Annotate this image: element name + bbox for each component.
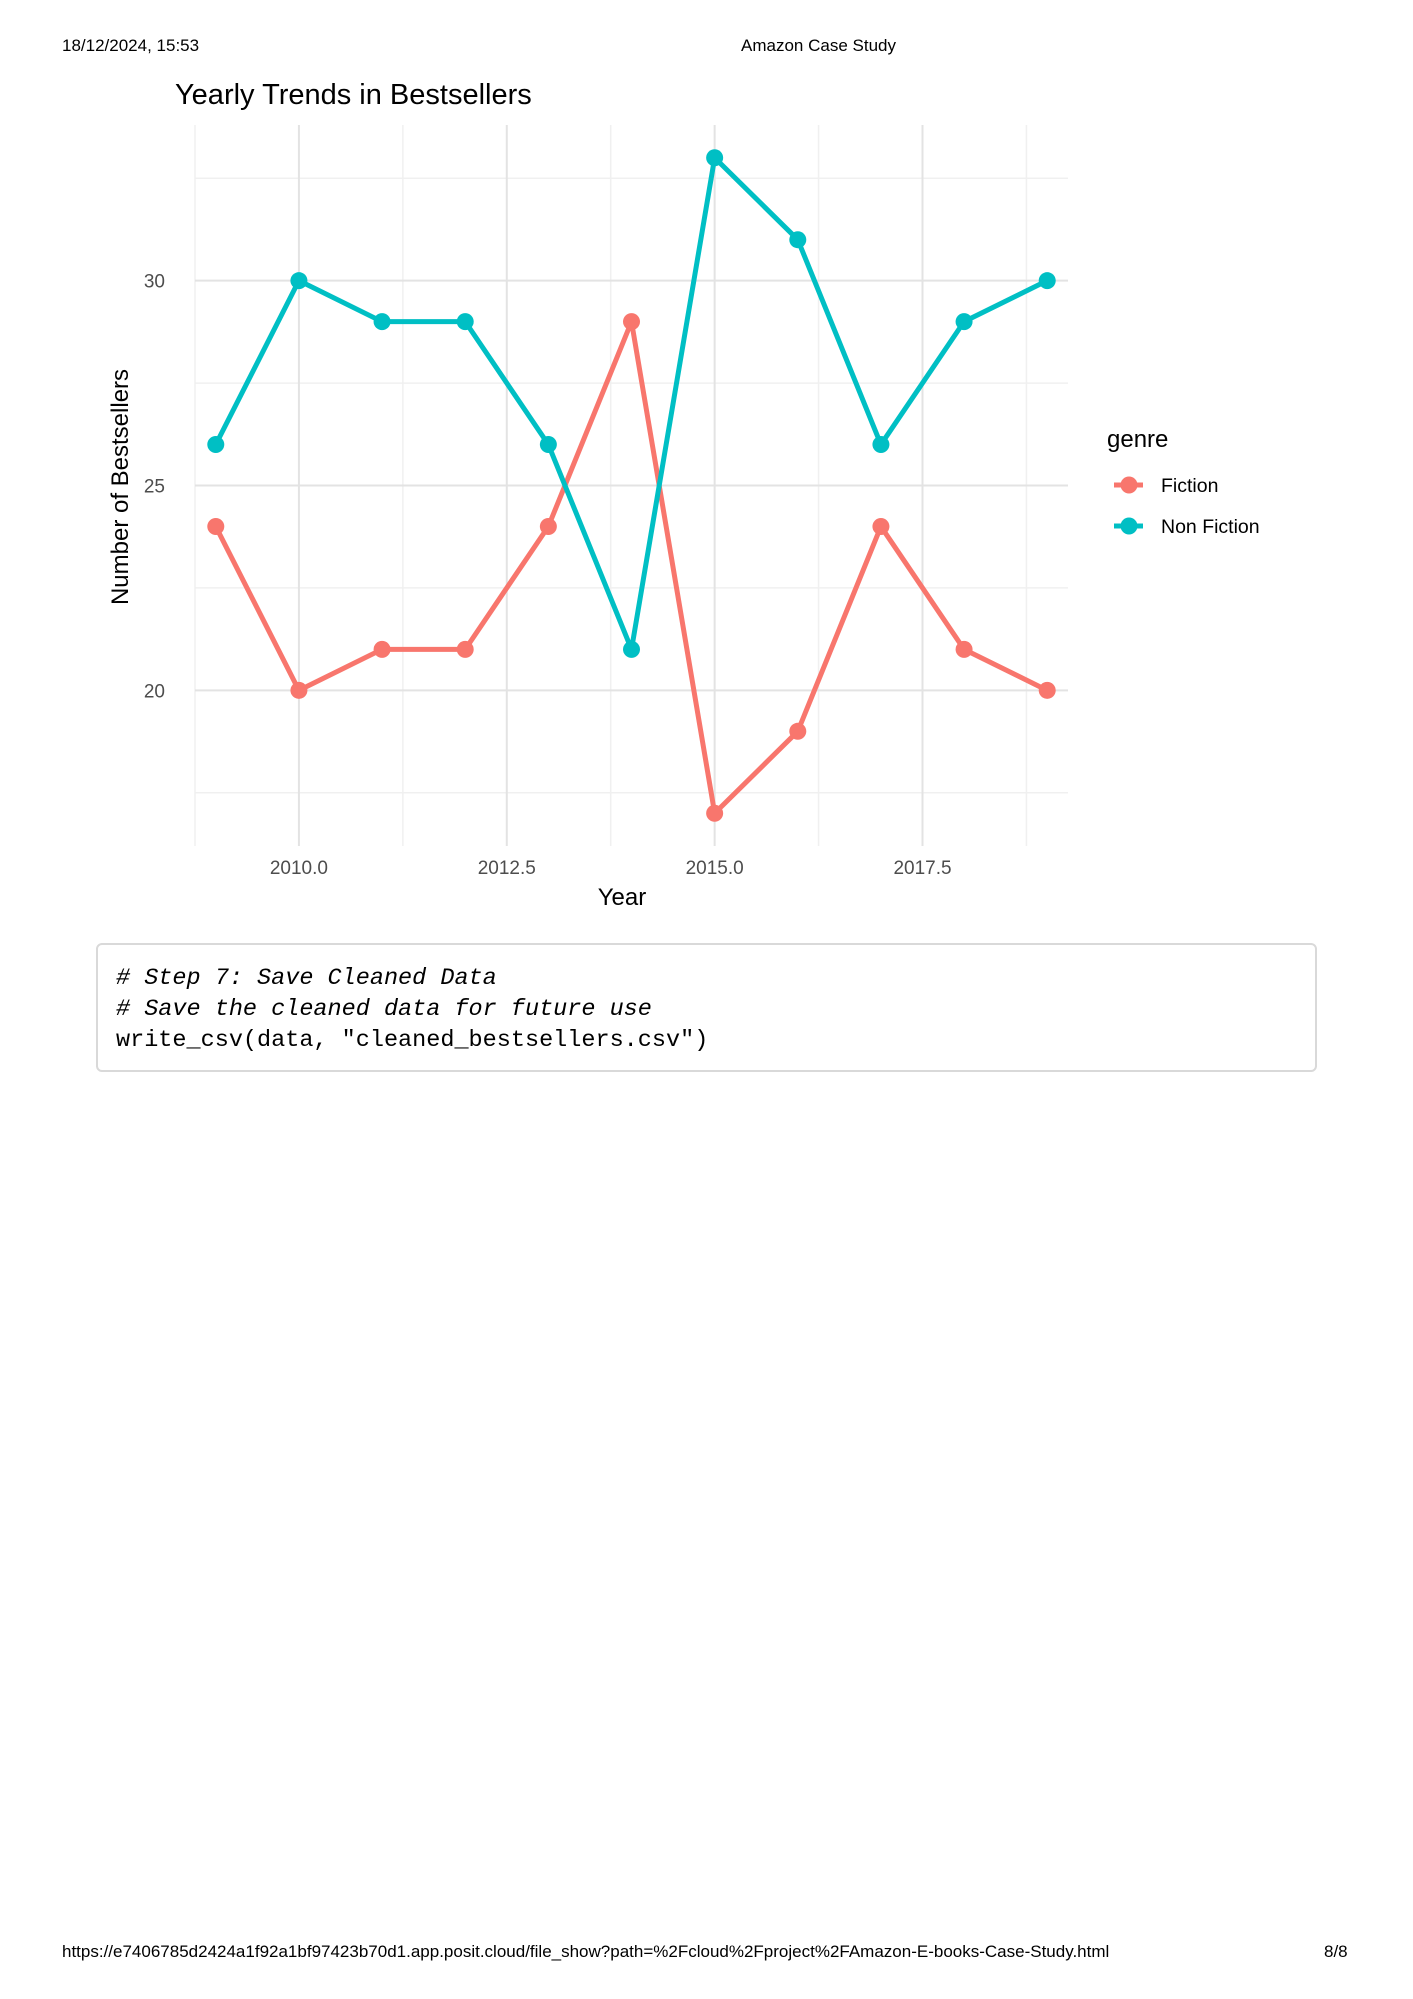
fiction-point	[955, 640, 973, 658]
y-axis-label: Number of Bestsellers	[107, 369, 134, 605]
fiction-point	[706, 804, 724, 822]
non-fiction-point	[789, 231, 807, 249]
non-fiction-point	[872, 436, 890, 454]
legend-label-non-fiction: Non Fiction	[1161, 516, 1260, 538]
x-tick-label: 2012.5	[478, 858, 536, 879]
bestsellers-line-chart: Yearly Trends in Bestsellers 2010.0 2012.…	[107, 79, 1260, 911]
series-points	[207, 149, 1056, 822]
legend-key-point-fiction	[1120, 476, 1138, 494]
code-statement-line: write_csv(data, "cleaned_bestsellers.csv…	[116, 1027, 709, 1054]
non-fiction-point	[623, 640, 640, 658]
legend-key-point-non-fiction	[1120, 517, 1138, 535]
fiction-point	[789, 722, 807, 740]
non-fiction-point	[207, 436, 225, 454]
fiction-point	[290, 681, 308, 699]
legend-label-fiction: Fiction	[1161, 475, 1218, 497]
code-block: # Step 7: Save Cleaned Data # Save the c…	[96, 943, 1317, 1072]
x-axis-ticks: 2010.0 2012.5 2015.0 2017.5	[270, 858, 952, 879]
non-fiction-point	[290, 272, 308, 290]
legend: genre Fiction Non Fiction	[1107, 426, 1260, 538]
y-axis-ticks: 20 25 30	[144, 272, 165, 703]
fiction-point	[872, 517, 890, 535]
non-fiction-point	[373, 313, 391, 331]
non-fiction-point	[539, 436, 557, 454]
page-url: https://e7406785d2424a1f92a1bf97423b70d1…	[62, 1942, 1110, 1961]
code-comment-line: # Step 7: Save Cleaned Data	[116, 965, 497, 992]
y-tick-label: 25	[144, 477, 165, 498]
legend-items: Fiction Non Fiction	[1114, 475, 1260, 538]
page-number: 8/8	[1324, 1942, 1348, 1961]
y-tick-label: 20	[144, 681, 165, 702]
fiction-point	[623, 313, 640, 331]
x-axis-label: Year	[598, 884, 647, 911]
x-tick-label: 2017.5	[893, 858, 951, 879]
fiction-point	[207, 517, 225, 535]
print-date: 18/12/2024, 15:53	[62, 36, 200, 55]
x-tick-label: 2010.0	[270, 858, 328, 879]
x-tick-label: 2015.0	[686, 858, 744, 879]
non-fiction-point	[706, 149, 724, 167]
code-comment-line: # Save the cleaned data for future use	[116, 996, 652, 1023]
fiction-point	[539, 517, 557, 535]
major-grid	[195, 125, 1068, 846]
chart-title: Yearly Trends in Bestsellers	[175, 79, 532, 111]
non-fiction-point	[955, 313, 973, 331]
non-fiction-point	[1038, 272, 1056, 290]
y-tick-label: 30	[144, 272, 165, 293]
non-fiction-point	[456, 313, 474, 331]
document-title: Amazon Case Study	[741, 36, 896, 55]
fiction-point	[373, 640, 391, 658]
fiction-point	[1038, 681, 1056, 699]
fiction-point	[456, 640, 474, 658]
legend-title: genre	[1107, 426, 1168, 453]
